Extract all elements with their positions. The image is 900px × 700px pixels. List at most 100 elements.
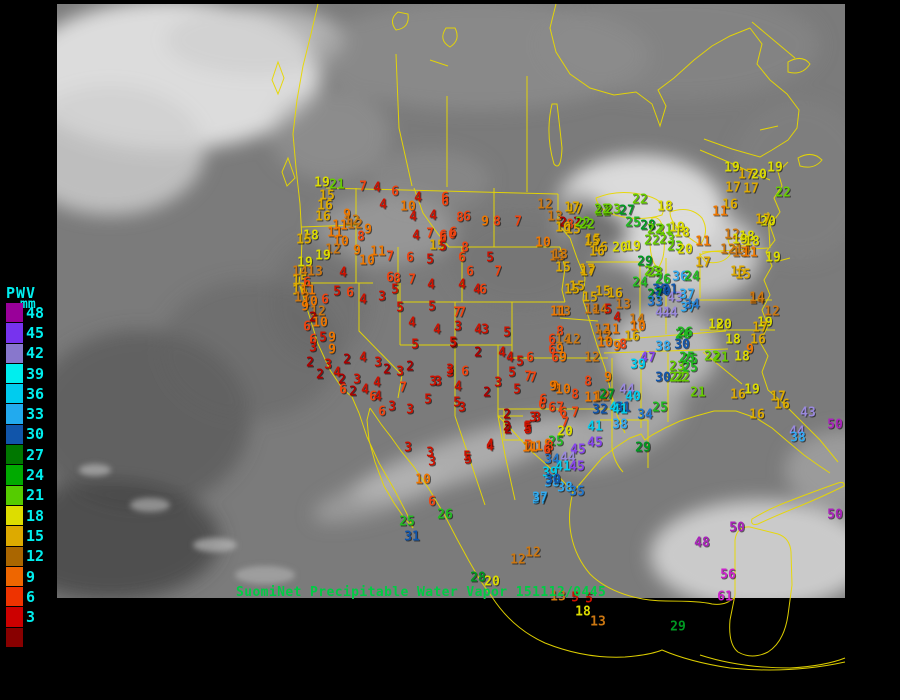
station-value: 23 — [669, 359, 685, 375]
station-value: 12 — [525, 545, 541, 561]
station-value: 4 — [486, 439, 494, 455]
station-value: 2 — [309, 310, 317, 326]
station-value: 15 — [296, 232, 312, 248]
station-value: 5 — [464, 452, 472, 468]
station-value: 6 — [303, 319, 311, 335]
station-value: 11 — [742, 245, 758, 261]
station-value: 27 — [619, 203, 635, 219]
station-value: 4 — [359, 350, 367, 366]
station-value: 14 — [292, 264, 308, 280]
station-value: 2 — [483, 385, 491, 401]
legend-swatch — [6, 465, 23, 486]
station-value: 4 — [359, 292, 367, 308]
station-value: 5 — [585, 591, 593, 607]
station-value: 13 — [552, 247, 568, 263]
station-value: 5 — [486, 250, 494, 266]
legend-label: 12 — [26, 547, 45, 566]
station-value: 20 — [612, 240, 628, 256]
station-value: 9 — [549, 379, 557, 395]
station-value: 3 — [494, 375, 502, 391]
station-value: 34 — [544, 452, 560, 468]
station-value: 25 — [652, 400, 668, 416]
station-value: 5 — [524, 422, 532, 438]
station-value: 5 — [513, 382, 521, 398]
station-value: 3 — [446, 362, 454, 378]
station-value: 41 — [612, 402, 628, 418]
legend-swatch — [6, 607, 23, 628]
station-value: 6 — [346, 285, 354, 301]
station-value: 3 — [374, 355, 382, 371]
legend-label: 18 — [26, 506, 45, 525]
station-value: 11 — [332, 218, 348, 234]
station-value: 19 — [732, 232, 748, 248]
station-value: 6 — [461, 364, 469, 380]
station-value: 3 — [353, 372, 361, 388]
station-value: 4 — [433, 322, 441, 338]
station-value: 18 — [575, 604, 591, 620]
station-value: 11 — [522, 440, 538, 456]
station-value: 16 — [774, 397, 790, 413]
station-value: 10 — [333, 234, 349, 250]
station-value: 4 — [486, 437, 494, 453]
station-value: 19 — [757, 315, 773, 331]
station-value: 4 — [427, 277, 435, 293]
station-value: 11 — [527, 439, 543, 455]
station-value: 17 — [743, 181, 759, 197]
station-value: 13 — [590, 614, 606, 630]
station-value: 15 — [582, 290, 598, 306]
station-value: 2 — [504, 422, 512, 438]
station-value: 2 — [306, 355, 314, 371]
station-value: 48 — [694, 535, 710, 551]
legend-entry: 12 — [6, 546, 45, 567]
station-value: 39 — [630, 357, 646, 373]
station-value: 22 — [704, 349, 720, 365]
station-value: 22 — [669, 370, 685, 386]
station-value: 25 — [682, 360, 698, 376]
station-value: 17 — [725, 180, 741, 196]
station-value: 25 — [399, 514, 415, 530]
station-value: 13 — [555, 304, 571, 320]
station-value: 3 — [378, 289, 386, 305]
station-value: 16 — [749, 407, 765, 423]
station-value: 14 — [735, 242, 751, 258]
station-value: 2 — [503, 407, 511, 423]
station-value: 10 — [415, 472, 431, 488]
station-value: 12 — [594, 322, 610, 338]
station-value: 10 — [359, 253, 375, 269]
station-value: 12 — [596, 328, 612, 344]
station-value: 19 — [767, 160, 783, 176]
station-value: 7 — [561, 415, 569, 431]
legend-swatch — [6, 566, 23, 588]
station-value: 14 — [629, 312, 645, 328]
station-value: 3 — [396, 364, 404, 380]
station-value: 9 — [328, 342, 336, 358]
station-value: 15 — [569, 279, 585, 295]
station-value: 5 — [463, 449, 471, 465]
station-value: 14 — [584, 302, 600, 318]
station-value: 5 — [453, 395, 461, 411]
station-value: 9 — [328, 330, 336, 346]
station-value: 16 — [607, 286, 623, 302]
station-value: 3 — [481, 322, 489, 338]
station-value: 6 — [321, 292, 329, 308]
legend-label: 21 — [26, 486, 45, 505]
station-value: 26 — [655, 272, 671, 288]
station-value: 9 — [343, 207, 351, 223]
station-value: 13 — [615, 297, 631, 313]
station-value: 35 — [569, 484, 585, 500]
station-value: 5 — [426, 252, 434, 268]
legend-entry: 42 — [6, 343, 44, 364]
station-value: 22 — [595, 204, 611, 220]
station-value: 3 — [426, 445, 434, 461]
station-value: 41 — [587, 419, 603, 435]
station-value: 4 — [473, 282, 481, 298]
station-value: 5 — [450, 336, 458, 352]
station-value: 23 — [644, 264, 660, 280]
station-value: 3 — [429, 374, 437, 390]
station-value: 5 — [424, 392, 432, 408]
station-value: 19 — [297, 255, 313, 271]
station-value: 30 — [655, 284, 671, 300]
station-value: 4 — [498, 345, 506, 361]
station-value: 3 — [458, 400, 466, 416]
station-value: 38 — [655, 339, 671, 355]
